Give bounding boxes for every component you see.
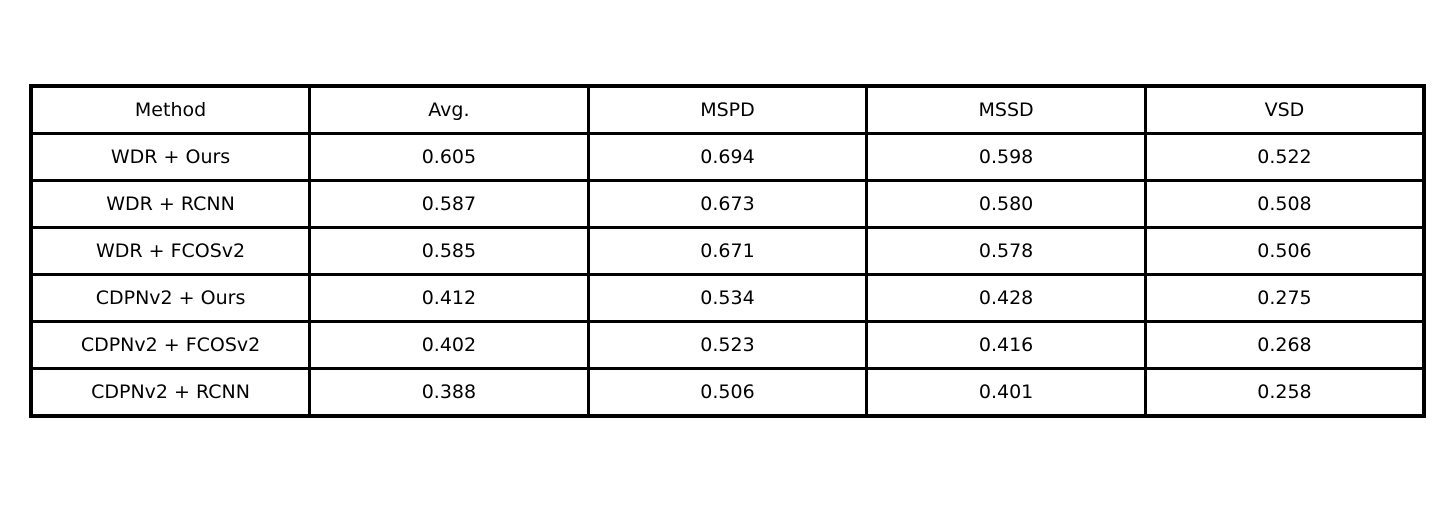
vsd-cell: 0.258 bbox=[1143, 367, 1426, 418]
vsd-cell: 0.506 bbox=[1143, 226, 1426, 276]
vsd-cell: 0.275 bbox=[1143, 273, 1426, 323]
header-row: Method Avg. MSPD MSSD VSD bbox=[29, 84, 1426, 135]
method-cell: CDPNv2 + Ours bbox=[29, 273, 312, 323]
mspd-cell: 0.694 bbox=[586, 132, 869, 182]
table-row: CDPNv2 + RCNN 0.388 0.506 0.401 0.258 bbox=[29, 367, 1426, 418]
mspd-cell: 0.506 bbox=[586, 367, 869, 418]
mssd-cell: 0.416 bbox=[865, 320, 1147, 370]
column-header: VSD bbox=[1143, 84, 1426, 135]
column-header: MSPD bbox=[586, 84, 869, 135]
vsd-cell: 0.268 bbox=[1143, 320, 1426, 370]
mspd-cell: 0.671 bbox=[586, 226, 869, 276]
results-table: Method Avg. MSPD MSSD VSD WDR + Ours 0.6… bbox=[29, 84, 1426, 418]
mssd-cell: 0.578 bbox=[865, 226, 1147, 276]
method-cell: WDR + Ours bbox=[29, 132, 312, 182]
method-cell: WDR + RCNN bbox=[29, 179, 312, 229]
column-header: Avg. bbox=[308, 84, 590, 135]
avg-cell: 0.605 bbox=[308, 132, 590, 182]
method-cell: WDR + FCOSv2 bbox=[29, 226, 312, 276]
table-row: WDR + Ours 0.605 0.694 0.598 0.522 bbox=[29, 132, 1426, 182]
mspd-cell: 0.673 bbox=[586, 179, 869, 229]
method-cell: CDPNv2 + FCOSv2 bbox=[29, 320, 312, 370]
table-row: CDPNv2 + Ours 0.412 0.534 0.428 0.275 bbox=[29, 273, 1426, 323]
column-header: Method bbox=[29, 84, 312, 135]
mssd-cell: 0.580 bbox=[865, 179, 1147, 229]
vsd-cell: 0.522 bbox=[1143, 132, 1426, 182]
table-row: WDR + RCNN 0.587 0.673 0.580 0.508 bbox=[29, 179, 1426, 229]
avg-cell: 0.585 bbox=[308, 226, 590, 276]
column-header: MSSD bbox=[865, 84, 1147, 135]
mssd-cell: 0.598 bbox=[865, 132, 1147, 182]
avg-cell: 0.412 bbox=[308, 273, 590, 323]
mspd-cell: 0.523 bbox=[586, 320, 869, 370]
mspd-cell: 0.534 bbox=[586, 273, 869, 323]
avg-cell: 0.587 bbox=[308, 179, 590, 229]
avg-cell: 0.388 bbox=[308, 367, 590, 418]
vsd-cell: 0.508 bbox=[1143, 179, 1426, 229]
table-row: CDPNv2 + FCOSv2 0.402 0.523 0.416 0.268 bbox=[29, 320, 1426, 370]
table-row: WDR + FCOSv2 0.585 0.671 0.578 0.506 bbox=[29, 226, 1426, 276]
mssd-cell: 0.428 bbox=[865, 273, 1147, 323]
mssd-cell: 0.401 bbox=[865, 367, 1147, 418]
method-cell: CDPNv2 + RCNN bbox=[29, 367, 312, 418]
avg-cell: 0.402 bbox=[308, 320, 590, 370]
